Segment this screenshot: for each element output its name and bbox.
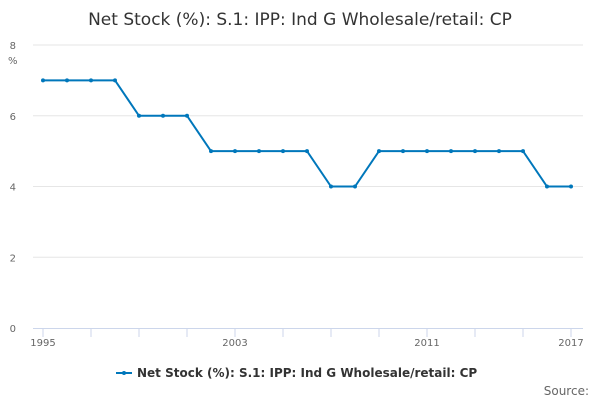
x-tick-label: 2017	[558, 338, 583, 349]
data-point	[401, 149, 405, 154]
data-point	[233, 149, 237, 154]
data-point	[425, 149, 429, 154]
data-point	[209, 149, 213, 154]
x-tick-label: 1995	[30, 338, 55, 349]
data-point	[113, 78, 117, 83]
source-label: Source:	[544, 384, 589, 398]
y-axis-label: %	[8, 56, 18, 67]
x-tick-label: 2003	[222, 338, 247, 349]
data-point	[473, 149, 477, 154]
y-tick-label: 4	[10, 183, 16, 194]
series-line	[43, 79, 571, 188]
x-tick-label: 2011	[414, 338, 439, 349]
data-point	[305, 149, 309, 154]
data-point	[329, 184, 333, 189]
data-point	[65, 78, 69, 83]
data-point	[89, 78, 93, 83]
data-point	[449, 149, 453, 154]
y-tick-label: 6	[10, 112, 16, 123]
data-point	[569, 184, 573, 189]
legend-label[interactable]: Net Stock (%): S.1: IPP: Ind G Wholesale…	[137, 366, 477, 380]
data-point	[497, 149, 501, 154]
data-point	[137, 113, 141, 118]
data-point	[545, 184, 549, 189]
data-point	[185, 113, 189, 118]
data-point	[41, 78, 45, 83]
y-tick-label: 2	[10, 253, 16, 264]
data-point	[281, 149, 285, 154]
chart-title: Net Stock (%): S.1: IPP: Ind G Wholesale…	[88, 10, 512, 30]
data-point	[257, 149, 261, 154]
y-tick-label: 0	[10, 324, 16, 335]
legend[interactable]: Net Stock (%): S.1: IPP: Ind G Wholesale…	[116, 366, 477, 380]
data-point	[521, 149, 525, 154]
data-point	[161, 113, 165, 118]
data-point	[353, 184, 357, 189]
y-tick-label: 8	[10, 41, 16, 52]
data-point	[377, 149, 381, 154]
legend-marker-dot	[122, 371, 126, 375]
